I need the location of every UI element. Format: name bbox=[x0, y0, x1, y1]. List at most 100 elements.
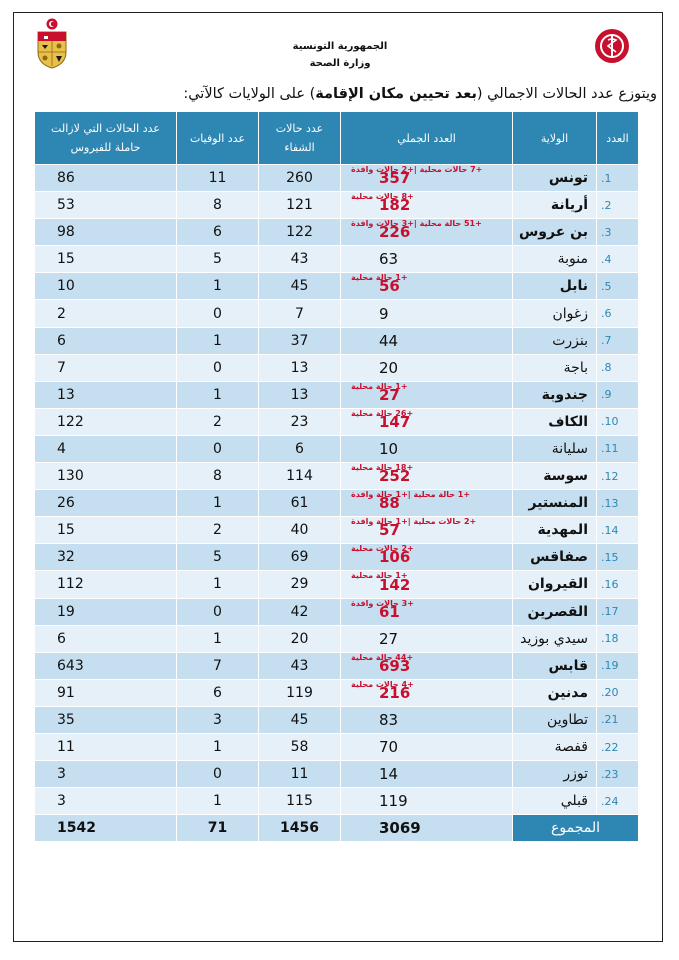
row-total: 216 bbox=[379, 683, 411, 702]
row-total: 252 bbox=[379, 467, 411, 486]
table-row: 24. قبلي 119 115 1 3 bbox=[34, 787, 639, 816]
table-row: 6. زغوان 9 7 0 2 bbox=[34, 299, 639, 328]
table-row: 7. بنزرت 44 37 1 6 bbox=[34, 326, 639, 355]
row-recovered: 7 bbox=[258, 299, 341, 328]
table-row: 13. المنستير 88 +1 حالة محلية |+1 حالة وافد… bbox=[34, 489, 639, 518]
col-header-total: العدد الجملي bbox=[340, 111, 513, 165]
row-total-cell: 20 bbox=[340, 353, 513, 382]
table-row: 12. سوسة 252 +18 حالة محلية 114 8 130 bbox=[34, 462, 639, 491]
row-daily-note: +4 حالات محلية bbox=[351, 679, 414, 689]
row-governorate: صفاقس bbox=[512, 543, 597, 572]
row-total: 693 bbox=[379, 656, 411, 675]
row-number: 13. bbox=[596, 489, 639, 518]
row-total: 44 bbox=[379, 331, 399, 350]
row-active: 130 bbox=[34, 462, 177, 491]
table-row: 11. سليانة 10 6 0 4 bbox=[34, 434, 639, 464]
row-total-cell: 182 +8 حالات محلية bbox=[340, 191, 513, 220]
row-governorate: باجة bbox=[512, 353, 597, 382]
row-total-cell: 226 +51 حالة محلية |+3 حالات وافدة bbox=[340, 218, 513, 247]
row-governorate: سوسة bbox=[512, 462, 597, 491]
row-daily-note: +1 حالة محلية bbox=[351, 381, 408, 391]
row-deaths: 11 bbox=[176, 163, 259, 193]
row-deaths: 3 bbox=[176, 705, 259, 734]
row-number: 18. bbox=[596, 624, 639, 653]
row-daily-note: +51 حالة محلية |+3 حالات وافدة bbox=[351, 219, 482, 229]
row-governorate: قابس bbox=[512, 651, 597, 680]
row-active: 26 bbox=[34, 489, 177, 518]
col-header-deaths: عدد الوفيات bbox=[176, 111, 259, 165]
row-number: 7. bbox=[596, 326, 639, 355]
row-total-cell: 27 bbox=[340, 624, 513, 653]
row-recovered: 6 bbox=[258, 434, 341, 464]
row-active: 98 bbox=[34, 218, 177, 247]
row-active: 4 bbox=[34, 434, 177, 464]
row-governorate: سليانة bbox=[512, 434, 597, 464]
row-number: 8. bbox=[596, 353, 639, 382]
row-number: 9. bbox=[596, 380, 639, 409]
row-number: 3. bbox=[596, 218, 639, 247]
row-total-cell: 63 bbox=[340, 245, 513, 274]
row-governorate: القيروان bbox=[512, 570, 597, 599]
row-active: 15 bbox=[34, 245, 177, 274]
row-number: 21. bbox=[596, 705, 639, 734]
row-total-cell: 147 +26 حالة محلية bbox=[340, 407, 513, 436]
row-active: 3 bbox=[34, 787, 177, 816]
row-total: 182 bbox=[379, 196, 411, 215]
col-header-governorate: الولاية bbox=[512, 111, 597, 165]
table-row: 5. نابل 56 +1 حالة محلية 45 1 10 bbox=[34, 272, 639, 301]
row-active: 35 bbox=[34, 705, 177, 734]
row-total-cell: 119 bbox=[340, 787, 513, 816]
row-total-cell: 357 +7 حالات محلية |+2 حالات وافدة bbox=[340, 163, 513, 193]
row-active: 53 bbox=[34, 191, 177, 220]
row-active: 86 bbox=[34, 163, 177, 193]
col-header-active: عدد الحالات التي لازالت حاملة للفيروس bbox=[34, 111, 177, 165]
row-active: 11 bbox=[34, 732, 177, 762]
row-deaths: 1 bbox=[176, 272, 259, 301]
row-daily-note: +18 حالة محلية bbox=[351, 463, 414, 473]
row-total-cell: 10 bbox=[340, 434, 513, 464]
intro-bold: بعد تحيين مكان الإقامة bbox=[315, 86, 477, 102]
totals-deaths: 71 bbox=[176, 814, 259, 843]
row-recovered: 43 bbox=[258, 245, 341, 274]
row-governorate: توزر bbox=[512, 760, 597, 789]
row-total-cell: 56 +1 حالة محلية bbox=[340, 272, 513, 301]
row-total-cell: 70 bbox=[340, 732, 513, 762]
row-daily-note: +3 حالات وافدة bbox=[351, 598, 414, 608]
ministry-health-logo bbox=[595, 29, 629, 63]
row-number: 10. bbox=[596, 407, 639, 436]
row-daily-note: +8 حالات محلية bbox=[351, 192, 414, 202]
row-recovered: 45 bbox=[258, 272, 341, 301]
row-total: 142 bbox=[379, 575, 411, 594]
row-deaths: 0 bbox=[176, 597, 259, 626]
table-row: 17. القصرين 61 +3 حالات وافدة 42 0 19 bbox=[34, 597, 639, 626]
row-daily-note: +1 حالة محلية bbox=[351, 273, 408, 283]
totals-row: المجموع 3069 1456 71 1542 bbox=[34, 814, 639, 843]
table-row: 9. جندوبة 27 +1 حالة محلية 13 1 13 bbox=[34, 380, 639, 409]
row-daily-note: +2 حالات محلية |+1 حالة وافدة bbox=[351, 517, 477, 527]
row-recovered: 69 bbox=[258, 543, 341, 572]
row-total: 88 bbox=[379, 494, 400, 513]
row-deaths: 0 bbox=[176, 434, 259, 464]
row-total-cell: 88 +1 حالة محلية |+1 حالة وافدة bbox=[340, 489, 513, 518]
row-total: 10 bbox=[379, 440, 399, 459]
row-recovered: 11 bbox=[258, 760, 341, 789]
row-total-cell: 142 +1 حالة محلية bbox=[340, 570, 513, 599]
row-total: 14 bbox=[379, 765, 399, 784]
intro-prefix: ويتوزع عدد الحالات الاجمالي ( bbox=[476, 86, 657, 102]
republic-name: الجمهورية التونسية bbox=[292, 41, 388, 52]
row-number: 20. bbox=[596, 678, 639, 707]
row-recovered: 42 bbox=[258, 597, 341, 626]
row-recovered: 37 bbox=[258, 326, 341, 355]
row-number: 6. bbox=[596, 299, 639, 328]
row-daily-note: +26 حالة محلية bbox=[351, 408, 414, 418]
row-daily-note: +1 حالة محلية bbox=[351, 571, 408, 581]
table-row: 21. تطاوين 83 45 3 35 bbox=[34, 705, 639, 734]
table-row: 3. بن عروس 226 +51 حالة محلية |+3 حالات واف… bbox=[34, 218, 639, 247]
row-number: 1. bbox=[596, 163, 639, 193]
row-recovered: 23 bbox=[258, 407, 341, 436]
coat-of-arms-emblem bbox=[37, 18, 67, 69]
row-deaths: 5 bbox=[176, 543, 259, 572]
row-active: 19 bbox=[34, 597, 177, 626]
table-row: 8. باجة 20 13 0 7 bbox=[34, 353, 639, 382]
totals-label: المجموع bbox=[512, 814, 639, 843]
